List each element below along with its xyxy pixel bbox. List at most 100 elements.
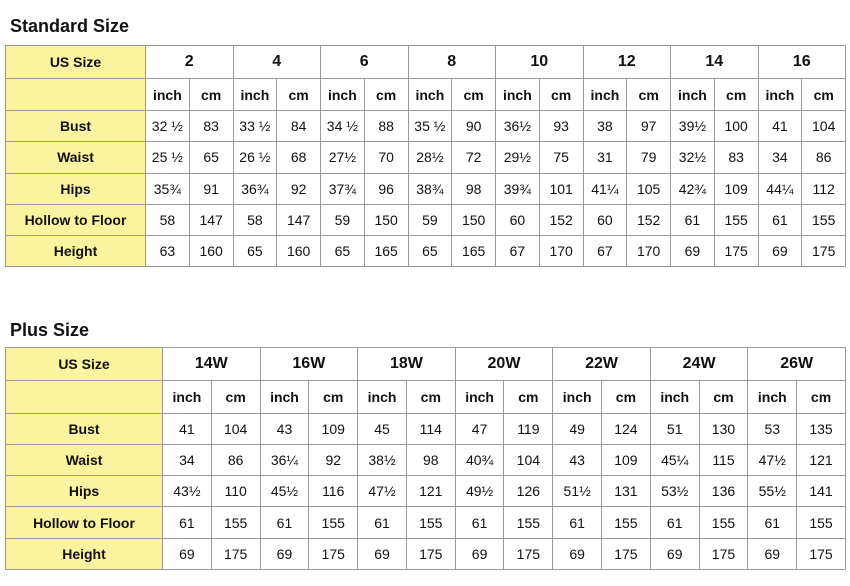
value-cell: 65: [188, 141, 234, 174]
size-header: 8: [407, 44, 496, 80]
table-row: US Size 14W 16W 18W 20W 22W 24W 26W: [5, 346, 846, 382]
value-cell: 38: [582, 110, 628, 143]
value-cell: 79: [626, 141, 672, 174]
table-row: Height 69 175 69 175 69 175 69 175 69 175 69 175 69 17…: [5, 537, 846, 571]
size-table: US Size 2 4 6 8 10 12 14 16 inch cm inch cm inch cm inc…: [5, 44, 847, 268]
value-cell: 38½: [357, 443, 407, 477]
value-cell: 27½: [320, 141, 365, 174]
value-cell: 155: [801, 203, 847, 236]
table-row: Waist 25 ½ 65 26 ½ 68 27½ 70 28½ 72 29½ 75 31 79 32½ 8…: [5, 141, 847, 174]
unit-header: inch: [552, 380, 603, 414]
value-cell: 49½: [454, 475, 505, 508]
value-cell: 92: [308, 443, 359, 477]
value-cell: 34 ½: [320, 110, 365, 143]
value-cell: 29½: [495, 141, 540, 174]
value-cell: 150: [451, 203, 496, 236]
row-label: Hips: [5, 475, 163, 508]
row-label: Bust: [5, 412, 163, 445]
value-cell: 175: [713, 234, 759, 268]
value-cell: 61: [649, 506, 700, 539]
value-cell: 61: [259, 506, 310, 539]
value-cell: 49: [552, 412, 603, 445]
value-cell: 147: [188, 203, 234, 236]
size-header: 10: [495, 44, 584, 80]
value-cell: 175: [801, 234, 847, 268]
value-cell: 109: [713, 172, 759, 205]
value-cell: 114: [405, 412, 456, 445]
value-cell: 98: [405, 443, 456, 477]
value-cell: 59: [407, 203, 453, 236]
table-row: inch cm inch cm inch cm inch cm inch cm inch cm inch…: [5, 380, 846, 414]
unit-header: inch: [407, 78, 453, 112]
unit-header: inch: [357, 380, 407, 414]
size-header: 24W: [649, 346, 749, 382]
value-cell: 119: [503, 412, 554, 445]
value-cell: 45½: [259, 475, 310, 508]
value-cell: 39¾: [495, 172, 540, 205]
value-cell: 25 ½: [145, 141, 190, 174]
value-cell: 155: [308, 506, 359, 539]
value-cell: 69: [747, 537, 798, 571]
row-label: Hollow to Floor: [5, 203, 146, 236]
value-cell: 65: [232, 234, 278, 268]
value-cell: 69: [552, 537, 603, 571]
value-cell: 104: [210, 412, 261, 445]
table-row: inch cm inch cm inch cm inch cm inch cm inch cm inch…: [5, 78, 847, 112]
value-cell: 116: [308, 475, 359, 508]
label-cell: [5, 78, 146, 112]
value-cell: 69: [357, 537, 407, 571]
value-cell: 69: [259, 537, 310, 571]
unit-header: inch: [649, 380, 700, 414]
value-cell: 39½: [670, 110, 715, 143]
value-cell: 65: [320, 234, 365, 268]
unit-header: inch: [757, 78, 803, 112]
unit-header: cm: [713, 78, 759, 112]
value-cell: 41: [757, 110, 803, 143]
value-cell: 61: [357, 506, 407, 539]
value-cell: 160: [188, 234, 234, 268]
value-cell: 60: [582, 203, 628, 236]
unit-header: cm: [451, 78, 496, 112]
value-cell: 147: [276, 203, 321, 236]
value-cell: 59: [320, 203, 365, 236]
value-cell: 26 ½: [232, 141, 278, 174]
value-cell: 51: [649, 412, 700, 445]
value-cell: 98: [451, 172, 496, 205]
value-cell: 47: [454, 412, 505, 445]
unit-header: cm: [626, 78, 672, 112]
section-title: Standard Size: [10, 16, 130, 36]
row-label: Bust: [5, 110, 146, 143]
value-cell: 155: [601, 506, 651, 539]
unit-header: cm: [538, 78, 584, 112]
table-row: US Size 2 4 6 8 10 12 14 16: [5, 44, 847, 80]
value-cell: 53: [747, 412, 798, 445]
value-cell: 93: [538, 110, 584, 143]
table-row: Hollow to Floor 61 155 61 155 61 155 61 155 61 155…: [5, 506, 846, 539]
value-cell: 88: [363, 110, 409, 143]
row-label: Hips: [5, 172, 146, 205]
value-cell: 72: [451, 141, 496, 174]
unit-header: inch: [320, 78, 365, 112]
value-cell: 32 ½: [145, 110, 190, 143]
value-cell: 69: [454, 537, 505, 571]
value-cell: 34: [757, 141, 803, 174]
value-cell: 130: [698, 412, 749, 445]
unit-header: inch: [259, 380, 310, 414]
value-cell: 69: [162, 537, 212, 571]
size-header: 12: [582, 44, 672, 80]
value-cell: 28½: [407, 141, 453, 174]
unit-header: cm: [276, 78, 321, 112]
value-cell: 38¾: [407, 172, 453, 205]
value-cell: 43½: [162, 475, 212, 508]
value-cell: 47½: [357, 475, 407, 508]
value-cell: 165: [451, 234, 496, 268]
size-header: 16W: [259, 346, 359, 382]
size-header: 16: [757, 44, 847, 80]
value-cell: 61: [552, 506, 603, 539]
value-cell: 121: [796, 443, 846, 477]
header-label: US Size: [5, 346, 163, 382]
value-cell: 152: [626, 203, 672, 236]
value-cell: 41¼: [582, 172, 628, 205]
row-label: Height: [5, 234, 146, 268]
value-cell: 141: [796, 475, 846, 508]
